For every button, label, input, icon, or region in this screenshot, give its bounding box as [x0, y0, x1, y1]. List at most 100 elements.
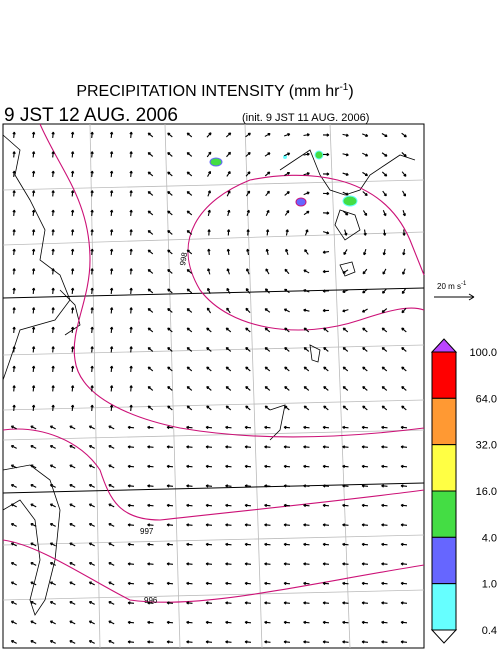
- wind-arrow: [244, 620, 252, 625]
- wind-arrow: [401, 327, 407, 333]
- wind-arrow: [109, 151, 114, 158]
- wind-arrow: [265, 229, 270, 236]
- wind-arrow: [49, 581, 56, 586]
- wind-arrow: [322, 250, 330, 254]
- wind-arrow: [10, 562, 17, 566]
- wind-arrow: [10, 425, 17, 430]
- wind-arrow: [30, 542, 37, 547]
- wind-arrow: [283, 542, 291, 547]
- wind-arrow: [303, 133, 310, 137]
- wind-arrow: [147, 347, 154, 352]
- wind-arrow: [127, 464, 135, 469]
- wind-arrow: [167, 366, 173, 372]
- wind-arrow: [51, 170, 55, 178]
- wind-arrow: [401, 152, 407, 158]
- wind-arrow: [400, 503, 408, 508]
- wind-arrow: [49, 601, 56, 605]
- wind-arrow: [147, 484, 154, 488]
- isobar-label: 996: [144, 596, 158, 605]
- wind-arrow: [246, 209, 250, 217]
- wind-arrow: [381, 523, 388, 527]
- wind-arrow: [264, 640, 271, 644]
- wind-arrow: [69, 425, 76, 430]
- wind-arrow: [225, 601, 232, 605]
- colorbar-label: 0.4: [482, 625, 497, 637]
- wind-arrow: [381, 425, 388, 430]
- wind-arrow: [30, 523, 37, 527]
- wind-arrow: [10, 542, 17, 547]
- wind-arrow: [342, 484, 349, 488]
- wind-arrow: [90, 385, 94, 392]
- wind-arrow: [264, 347, 271, 352]
- wind-arrow: [166, 425, 174, 430]
- wind-arrow: [362, 347, 368, 352]
- wind-arrow: [147, 269, 154, 274]
- wind-arrow: [226, 171, 231, 177]
- wind-arrow: [129, 385, 133, 392]
- wind-arrow: [205, 445, 213, 449]
- wind-arrow: [90, 268, 94, 275]
- wind-arrow: [109, 365, 114, 373]
- wind-arrow: [401, 366, 407, 372]
- wind-arrow: [342, 620, 349, 625]
- wind-arrow: [207, 248, 211, 256]
- wind-arrow: [51, 385, 55, 392]
- wind-arrow: [322, 484, 330, 488]
- wind-arrow: [303, 464, 310, 469]
- wind-arrow: [30, 425, 37, 430]
- wind-arrow: [129, 248, 133, 256]
- wind-arrow: [342, 153, 349, 157]
- wind-arrow: [186, 191, 193, 196]
- wind-arrow: [108, 601, 115, 605]
- wind-arrow: [205, 581, 213, 586]
- wind-arrow: [166, 542, 174, 547]
- wind-arrow: [361, 464, 369, 469]
- wind-arrow: [284, 366, 290, 372]
- wind-arrow: [88, 620, 95, 625]
- wind-arrow: [244, 464, 252, 469]
- wind-arrow: [285, 229, 289, 236]
- wind-arrow: [225, 347, 232, 352]
- wind-arrow: [264, 542, 271, 547]
- wind-arrow: [108, 542, 115, 547]
- wind-arrow: [51, 190, 55, 197]
- wind-arrow: [166, 523, 174, 527]
- wind-arrow: [303, 327, 310, 333]
- wind-arrow: [31, 404, 36, 412]
- wind-arrow: [207, 229, 211, 236]
- wind-arrow: [186, 601, 193, 605]
- wind-arrow: [147, 191, 154, 196]
- wind-arrow: [51, 248, 55, 256]
- wind-arrow: [381, 503, 388, 508]
- wind-arrow: [31, 307, 36, 314]
- wind-arrow: [400, 581, 408, 586]
- wind-arrow: [400, 542, 408, 547]
- wind-arrow: [283, 562, 291, 566]
- wind-arrow: [245, 132, 251, 138]
- wind-scale: 20 m s-1: [434, 281, 475, 301]
- wind-arrow: [167, 327, 173, 333]
- wind-arrow: [322, 152, 330, 157]
- wind-arrow: [323, 386, 329, 391]
- wind-arrow: [225, 484, 232, 488]
- wind-arrow: [361, 620, 369, 625]
- wind-arrow: [207, 268, 211, 275]
- wind-arrow: [245, 190, 251, 197]
- wind-arrow: [322, 601, 330, 605]
- wind-arrow: [363, 248, 367, 256]
- wind-arrow: [31, 346, 36, 353]
- wind-arrow: [147, 620, 154, 625]
- wind-arrow: [147, 562, 154, 566]
- wind-arrow: [362, 366, 368, 372]
- wind-arrow: [88, 640, 95, 644]
- wind-arrow: [342, 640, 349, 644]
- wind-arrow: [147, 288, 154, 294]
- wind-arrow: [166, 562, 174, 566]
- wind-arrow: [69, 620, 76, 625]
- wind-arrow: [303, 191, 310, 196]
- init-time: (init. 9 JST 11 AUG. 2006): [242, 112, 369, 124]
- wind-arrow: [109, 404, 114, 412]
- wind-arrow: [186, 152, 193, 157]
- wind-arrow: [88, 445, 95, 449]
- wind-arrow: [225, 581, 232, 586]
